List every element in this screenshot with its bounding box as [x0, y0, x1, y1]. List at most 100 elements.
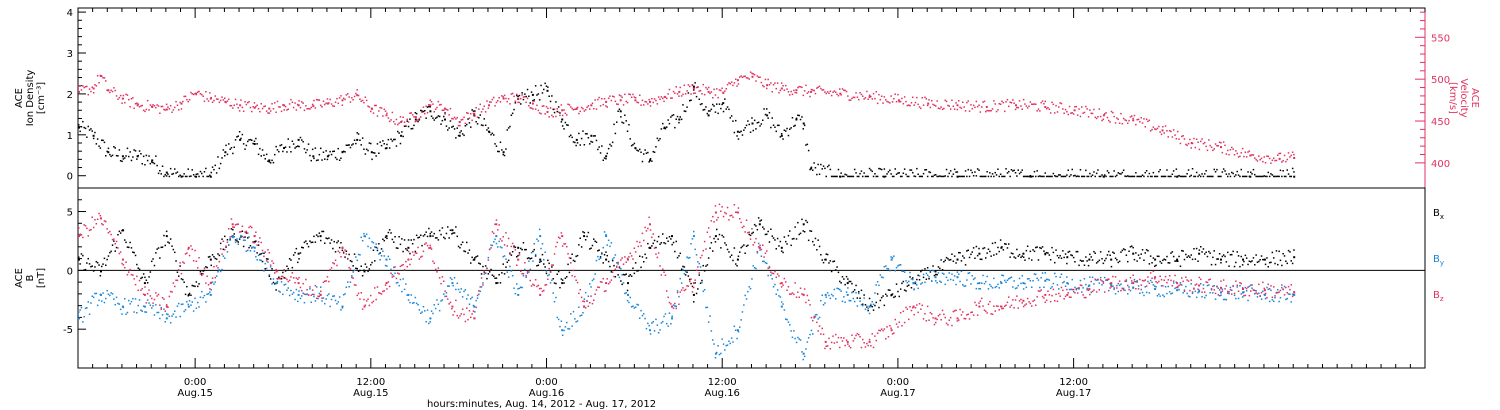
- data-point: [814, 237, 817, 240]
- data-point: [88, 229, 91, 232]
- data-point: [644, 149, 646, 151]
- data-point: [367, 298, 369, 300]
- data-point: [964, 110, 967, 112]
- data-point: [143, 293, 146, 296]
- data-point: [330, 267, 333, 269]
- data-point: [460, 288, 462, 290]
- data-point: [593, 107, 595, 110]
- data-point: [328, 293, 330, 295]
- data-point: [221, 96, 223, 98]
- data-point: [878, 306, 880, 309]
- data-point: [517, 258, 520, 261]
- data-point: [141, 310, 143, 312]
- data-point: [703, 289, 706, 291]
- data-point: [972, 104, 975, 107]
- data-point: [151, 260, 153, 263]
- data-point: [213, 99, 215, 102]
- data-point: [118, 252, 121, 255]
- data-point: [468, 249, 471, 251]
- data-point: [367, 270, 369, 273]
- data-point: [274, 272, 276, 274]
- data-point: [867, 344, 869, 347]
- data-point: [119, 308, 122, 311]
- data-point: [1267, 283, 1269, 286]
- data-point: [801, 218, 803, 221]
- data-point: [390, 119, 392, 121]
- data-point: [1197, 291, 1199, 294]
- data-point: [816, 321, 818, 324]
- data-point: [1271, 251, 1274, 254]
- data-point: [589, 302, 591, 304]
- data-point: [1102, 282, 1105, 284]
- data-point: [662, 122, 664, 125]
- data-point: [910, 287, 913, 289]
- data-point: [564, 112, 567, 115]
- data-point: [397, 247, 399, 249]
- data-point: [710, 91, 713, 93]
- data-point: [1125, 254, 1128, 256]
- data-point: [780, 250, 783, 252]
- data-point: [1176, 289, 1179, 292]
- data-point: [694, 282, 696, 284]
- data-point: [595, 139, 598, 142]
- data-point: [380, 107, 383, 109]
- data-point: [1270, 285, 1272, 287]
- data-point: [95, 85, 98, 87]
- data-point: [228, 143, 230, 145]
- data-point: [707, 227, 710, 229]
- data-point: [598, 258, 600, 261]
- data-point: [451, 233, 453, 235]
- data-point: [593, 299, 595, 301]
- data-point: [924, 96, 926, 99]
- data-point: [656, 240, 659, 243]
- data-point: [493, 134, 495, 136]
- data-point: [494, 223, 496, 225]
- data-point: [148, 155, 150, 157]
- data-point: [311, 103, 314, 106]
- data-point: [172, 313, 175, 315]
- data-point: [772, 84, 775, 86]
- data-point: [124, 298, 126, 300]
- data-point: [948, 319, 950, 321]
- data-point: [142, 155, 145, 158]
- data-point: [164, 244, 166, 247]
- data-point: [1233, 292, 1236, 295]
- data-point: [256, 244, 258, 246]
- data-point: [138, 268, 141, 270]
- data-point: [479, 103, 481, 106]
- data-point: [238, 131, 241, 133]
- data-point: [971, 107, 973, 110]
- data-point: [191, 248, 193, 251]
- data-point: [321, 106, 323, 108]
- data-point: [676, 93, 679, 95]
- data-point: [292, 106, 295, 109]
- data-point: [1112, 111, 1114, 114]
- data-point: [693, 301, 695, 303]
- data-point: [1177, 285, 1179, 288]
- data-point: [1081, 291, 1083, 293]
- data-point: [453, 277, 456, 279]
- data-point: [570, 257, 572, 259]
- data-point: [214, 95, 216, 97]
- data-point: [1245, 156, 1248, 158]
- data-point: [1213, 285, 1215, 287]
- data-point: [752, 231, 754, 234]
- data-point: [520, 286, 522, 288]
- data-point: [368, 304, 371, 307]
- data-point: [1277, 289, 1279, 291]
- data-point: [426, 235, 429, 238]
- data-point: [155, 292, 157, 294]
- data-point: [306, 108, 308, 110]
- data-point: [651, 160, 653, 162]
- data-point: [978, 305, 981, 308]
- data-point: [309, 240, 311, 242]
- data-point: [168, 315, 171, 318]
- data-point: [1136, 281, 1138, 283]
- data-point: [914, 307, 917, 309]
- data-point: [1247, 299, 1249, 302]
- data-point: [398, 132, 400, 134]
- data-point: [889, 102, 891, 104]
- data-point: [334, 156, 337, 159]
- data-point: [845, 275, 848, 278]
- data-point: [1075, 105, 1078, 108]
